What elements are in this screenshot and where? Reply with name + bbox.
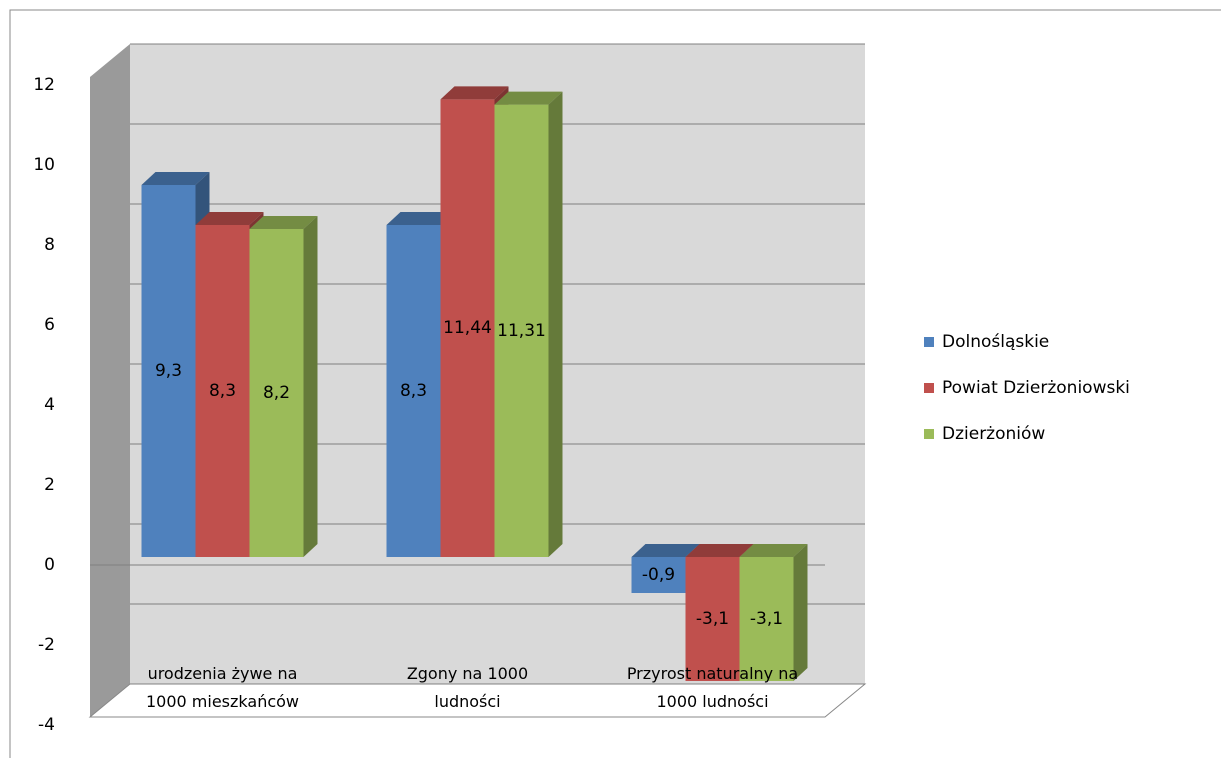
bar-top (141, 172, 210, 185)
legend-swatch (924, 337, 934, 347)
bar-top (195, 212, 264, 225)
y-tick-label: -4 (38, 715, 55, 735)
y-tick-label: 8 (44, 235, 55, 255)
value-label: -3,1 (750, 609, 783, 629)
y-tick-label: 2 (44, 475, 55, 495)
chart-border (9, 9, 1221, 758)
bar (249, 229, 304, 557)
bar-top (494, 91, 563, 105)
y-tick-label: -2 (38, 635, 55, 655)
bar (631, 557, 686, 593)
bar-top (386, 212, 455, 225)
value-label: -0,9 (642, 565, 675, 585)
bar (494, 104, 549, 557)
legend-label: Dzierżoniów (942, 424, 1045, 444)
x-tick-label: Przyrost naturalny na 1000 ludności (626, 664, 799, 711)
side-wall (90, 44, 130, 717)
bar (141, 185, 196, 557)
bar-side (303, 216, 318, 557)
value-label: -3,1 (696, 609, 729, 629)
bar-side (793, 544, 808, 681)
value-label: 8,3 (209, 381, 236, 401)
x-tick-label: Zgony na 1000 ludności (406, 664, 529, 711)
y-tick-label: 4 (44, 395, 55, 415)
bar-top (440, 86, 509, 100)
bar (440, 99, 495, 558)
y-tick-label: 12 (33, 75, 55, 95)
legend-label: Dolnośląskie (942, 332, 1049, 352)
bar-top (739, 544, 808, 557)
bar (386, 225, 441, 557)
value-label: 8,3 (400, 381, 427, 401)
bar-side (548, 91, 563, 557)
bar (685, 557, 740, 681)
y-tick-label: 0 (44, 555, 55, 575)
bar (195, 225, 250, 557)
bar-top (631, 544, 700, 557)
value-label: 11,44 (443, 318, 492, 338)
value-label: 9,3 (155, 361, 182, 381)
bar-top (685, 544, 754, 557)
value-label: 11,31 (497, 321, 546, 341)
y-tick-label: 10 (33, 155, 55, 175)
legend-swatch (924, 383, 934, 393)
bar (739, 557, 794, 681)
x-tick-label: urodzenia żywe na 1000 mieszkańców (145, 664, 299, 711)
value-label: 8,2 (263, 383, 290, 403)
legend-swatch (924, 429, 934, 439)
legend-label: Powiat Dzierżoniowski (942, 378, 1130, 398)
y-tick-label: 6 (44, 315, 55, 335)
bar-top (249, 216, 318, 229)
